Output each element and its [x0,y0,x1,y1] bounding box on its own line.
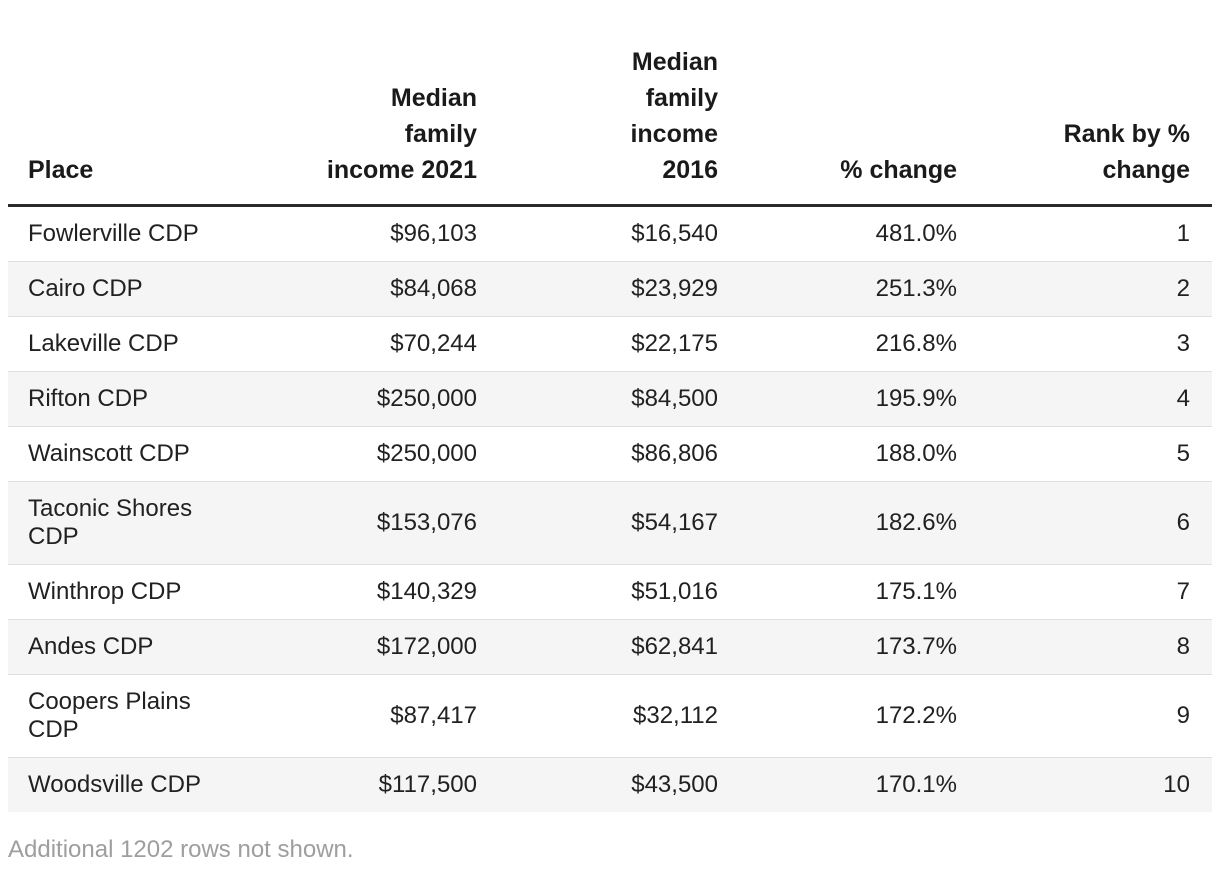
table-row: Winthrop CDP $140,329 $51,016 175.1% 7 [8,564,1212,620]
column-header-income-2016: Median family income 2016 [502,0,743,207]
column-header-pct-change: % change [743,0,982,207]
cell-rank: 5 [1176,440,1190,467]
cell-place: Taconic Shores CDP [28,495,193,550]
cell-income2016: $22,175 [631,330,718,357]
cell-income2021: $250,000 [376,440,477,467]
cell-income2021: $87,417 [390,702,477,729]
table-row: Andes CDP $172,000 $62,841 173.7% 8 [8,619,1212,675]
cell-pctchange: 173.7% [875,633,957,660]
cell-income2021: $70,244 [390,330,477,357]
cell-income2021: $153,076 [376,509,477,536]
cell-rank: 3 [1176,330,1190,357]
table-row: Wainscott CDP $250,000 $86,806 188.0% 5 [8,426,1212,482]
cell-income2021: $117,500 [378,771,477,798]
cell-rank: 1 [1176,220,1190,247]
cell-rank: 10 [1163,771,1190,798]
table-header: Place Median family income 2021 Median f… [8,0,1212,207]
cell-rank: 9 [1176,702,1190,729]
header-row: Place Median family income 2021 Median f… [8,0,1212,207]
cell-rank: 6 [1176,509,1190,536]
cell-pctchange: 175.1% [875,578,957,605]
cell-rank: 8 [1176,633,1190,660]
cell-income2016: $32,112 [633,702,718,729]
cell-pctchange: 481.0% [875,220,957,247]
cell-income2016: $86,806 [631,440,718,467]
cell-place: Rifton CDP [28,385,149,412]
cell-place: Lakeville CDP [28,330,179,357]
table-row: Rifton CDP $250,000 $84,500 195.9% 4 [8,371,1212,427]
cell-place: Andes CDP [28,633,154,660]
cell-pctchange: 172.2% [875,702,957,729]
cell-pctchange: 251.3% [875,275,957,302]
cell-rank: 2 [1176,275,1190,302]
cell-pctchange: 188.0% [875,440,957,467]
income-rank-table: Place Median family income 2021 Median f… [8,0,1212,812]
table-body: Fowlerville CDP $96,103 $16,540 481.0% 1 Cair… [8,206,1212,812]
cell-rank: 4 [1176,385,1190,412]
cell-income2021: $96,103 [390,220,477,247]
table-row: Cairo CDP $84,068 $23,929 251.3% 2 [8,261,1212,317]
cell-place: Fowlerville CDP [28,220,199,247]
table-row: Woodsville CDP $117,500 $43,500 170.1% 10 [8,757,1212,812]
table-row: Lakeville CDP $70,244 $22,175 216.8% 3 [8,316,1212,372]
column-header-rank: Rank by % change [982,0,1212,207]
cell-place: Coopers Plains CDP [28,688,191,743]
cell-income2016: $16,540 [631,220,718,247]
cell-income2021: $250,000 [376,385,477,412]
cell-pctchange: 195.9% [875,385,957,412]
cell-income2021: $140,329 [376,578,477,605]
cell-income2021: $172,000 [376,633,477,660]
cell-rank: 7 [1176,578,1190,605]
table-row: Taconic Shores CDP $153,076 $54,167 182.6% 6 [8,481,1212,565]
cell-income2016: $51,016 [631,578,718,605]
cell-income2021: $84,068 [390,275,477,302]
cell-pctchange: 216.8% [875,330,957,357]
rows-not-shown-note: Additional 1202 rows not shown. [8,836,354,863]
cell-income2016: $43,500 [631,771,718,798]
column-header-income-2021: Median family income 2021 [248,0,502,207]
cell-income2016: $23,929 [631,275,718,302]
cell-income2016: $54,167 [631,509,718,536]
table-row: Fowlerville CDP $96,103 $16,540 481.0% 1 [8,206,1212,262]
cell-income2016: $62,841 [631,633,718,660]
cell-place: Woodsville CDP [28,771,201,798]
table-row: Coopers Plains CDP $87,417 $32,112 172.2% 9 [8,674,1212,758]
column-header-place: Place [8,0,248,207]
cell-place: Cairo CDP [28,275,143,302]
cell-place: Winthrop CDP [28,578,182,605]
cell-pctchange: 170.1% [875,771,957,798]
cell-pctchange: 182.6% [875,509,957,536]
cell-place: Wainscott CDP [28,440,190,467]
cell-income2016: $84,500 [631,385,718,412]
